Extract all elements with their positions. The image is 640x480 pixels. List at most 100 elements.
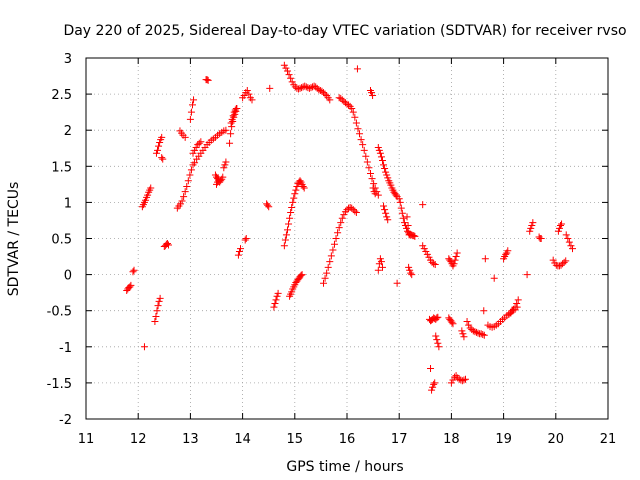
data-point [222,126,230,134]
data-point [130,266,138,274]
x-tick-label: 20 [548,432,565,447]
chart-title: Day 220 of 2025, Sidereal Day-to-day VTE… [63,23,626,39]
data-point [466,324,474,332]
data-point [430,260,438,268]
data-point [477,330,485,338]
x-tick-label: 18 [443,432,460,447]
data-point [560,258,568,266]
x-tick-label: 15 [287,432,304,447]
data-point [451,256,459,264]
data-point [465,321,473,329]
data-point [297,271,305,279]
data-point [326,96,334,104]
axis-ticks: 11 12 13 14 15 16 17 18 19 20 21 -2 -1.5 -1 -0.5 0 0.5 1 1… [47,52,617,447]
data-point [330,240,338,248]
data-point [366,170,374,178]
data-point [291,190,299,198]
data-point [381,206,389,214]
data-point [189,149,197,157]
data-point [404,222,412,230]
data-point [183,183,191,191]
data-point [353,65,361,73]
data-point [384,174,392,182]
data-point [197,138,205,146]
data-point [564,235,572,242]
data-point [320,89,328,97]
data-point [178,197,186,205]
data-point [511,303,519,311]
y-tick-label: -1.5 [47,377,72,392]
data-point [453,249,461,257]
data-point [181,133,189,141]
data-point [305,84,313,92]
data-point [296,84,304,92]
data-point [282,64,290,72]
data-point [237,245,245,253]
data-point [332,235,340,242]
x-tick-label: 12 [130,432,147,447]
data-point [428,386,436,394]
data-point [334,229,342,237]
data-point [398,209,406,217]
data-point [326,258,334,266]
data-point [380,161,388,169]
data-point [127,281,135,289]
data-point [283,67,291,75]
y-tick-label: 0.5 [51,233,72,248]
data-point [156,138,164,146]
data-point [471,328,479,336]
data-point [387,181,395,189]
data-point [323,269,331,277]
data-point [382,209,390,217]
data-point [187,166,195,174]
data-point [298,84,306,92]
data-point [528,222,536,230]
data-point [274,289,282,297]
data-point [351,113,359,121]
y-tick-label: 1.5 [51,160,72,175]
data-point [241,236,249,244]
data-point [320,279,328,287]
data-point [299,183,307,191]
data-point [449,376,457,384]
data-point [192,144,200,152]
y-tick-label: -1 [59,341,72,356]
data-point [393,279,401,287]
data-point [356,130,364,138]
grid-lines [86,58,608,419]
data-point [562,231,570,239]
data-point [271,299,279,307]
data-point [549,256,557,264]
data-point [365,164,373,172]
data-point [155,142,163,150]
x-tick-label: 17 [391,432,408,447]
data-point [335,224,343,232]
data-point [315,86,323,94]
data-point [374,266,382,274]
data-point [129,268,137,276]
data-point [472,328,480,336]
x-tick-label: 21 [600,432,617,447]
data-point [480,307,488,315]
data-point [376,255,384,263]
data-point [458,377,466,385]
data-point [460,376,468,384]
data-point [405,263,413,271]
data-point [378,263,386,271]
data-point [184,177,192,185]
data-point [368,89,376,97]
data-point [352,209,360,217]
data-point [432,332,440,340]
data-point [479,331,487,339]
data-point [431,379,439,387]
data-point [513,299,521,307]
data-point [228,115,236,123]
data-point [555,224,563,232]
data-point [321,90,329,98]
data-point [395,195,403,203]
data-point [431,260,439,268]
data-point [396,198,404,206]
data-point [300,184,308,192]
data-point [407,269,415,277]
data-point [397,204,405,212]
